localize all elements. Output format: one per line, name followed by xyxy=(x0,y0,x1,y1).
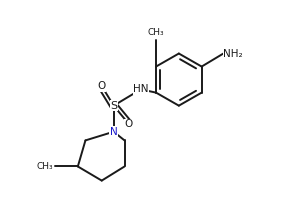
Text: HN: HN xyxy=(133,84,149,94)
Text: CH₃: CH₃ xyxy=(36,162,53,171)
Text: CH₃: CH₃ xyxy=(148,28,164,37)
Text: N: N xyxy=(110,127,118,137)
Text: NH₂: NH₂ xyxy=(223,49,243,59)
Text: O: O xyxy=(98,81,106,91)
Text: O: O xyxy=(125,119,133,129)
Text: S: S xyxy=(110,101,117,111)
